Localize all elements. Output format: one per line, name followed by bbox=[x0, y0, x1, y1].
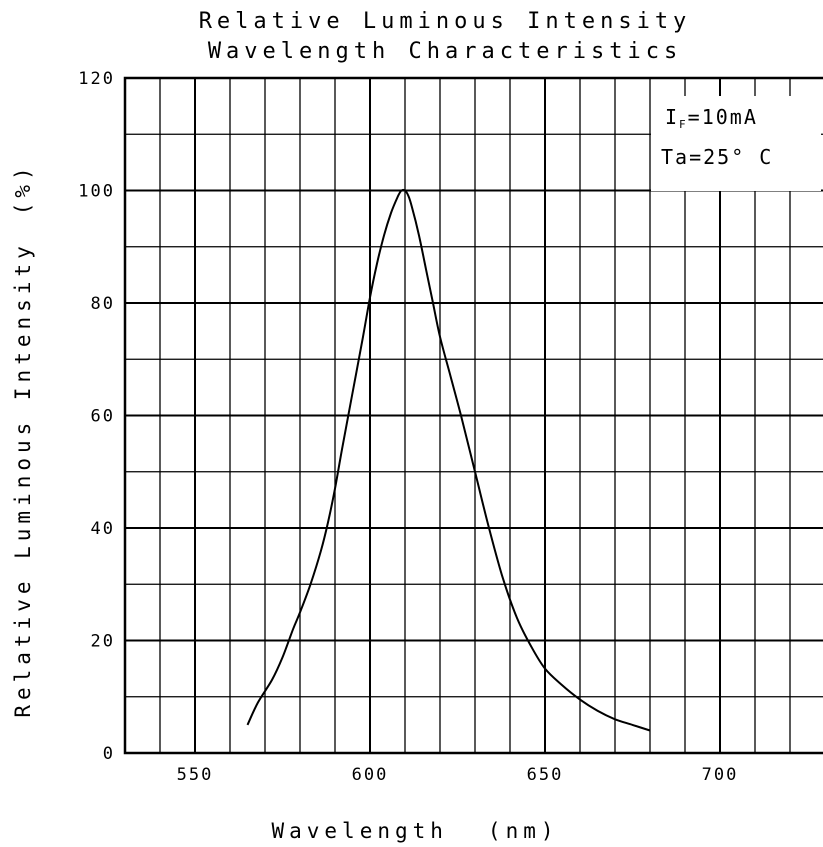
annotation-box bbox=[651, 96, 821, 191]
x-axis-label: Wavelength (nm) bbox=[271, 819, 558, 843]
annotation-temperature: Ta=25° C bbox=[661, 145, 773, 169]
annotation-current-subscript: F bbox=[679, 118, 688, 131]
y-tick-label: 60 bbox=[91, 407, 115, 427]
y-axis-label: Relative Luminous Intensity (%) bbox=[11, 162, 35, 717]
annotation-current-value: =10mA bbox=[688, 105, 758, 129]
annotation-current: IF=10mA bbox=[665, 105, 758, 131]
series-line bbox=[246, 188, 651, 732]
y-tick-labels: 0 20 40 60 80 100 120 bbox=[78, 69, 115, 764]
x-tick-label: 550 bbox=[177, 765, 214, 785]
x-tick-labels: 550 600 650 700 bbox=[177, 765, 739, 785]
x-axis-unit: (nm) bbox=[488, 819, 559, 843]
x-axis-label-text: Wavelength bbox=[271, 819, 447, 843]
x-tick-label: 700 bbox=[702, 765, 739, 785]
y-axis-unit: (%) bbox=[11, 162, 35, 215]
y-tick-label: 0 bbox=[103, 744, 115, 764]
y-tick-label: 20 bbox=[91, 632, 115, 652]
y-tick-label: 40 bbox=[91, 519, 115, 539]
y-tick-label: 80 bbox=[91, 294, 115, 314]
plot-frame bbox=[123, 76, 823, 755]
y-tick-label: 100 bbox=[78, 182, 115, 202]
chart-title: Relative Luminous Intensity bbox=[199, 9, 692, 34]
y-tick-label: 120 bbox=[78, 69, 115, 89]
x-tick-label: 600 bbox=[352, 765, 389, 785]
y-axis-label-text: Relative Luminous Intensity bbox=[11, 241, 35, 717]
chart-subtitle: Wavelength Characteristics bbox=[208, 39, 682, 64]
annotation-current-symbol: I bbox=[665, 105, 679, 129]
x-tick-label: 650 bbox=[527, 765, 564, 785]
